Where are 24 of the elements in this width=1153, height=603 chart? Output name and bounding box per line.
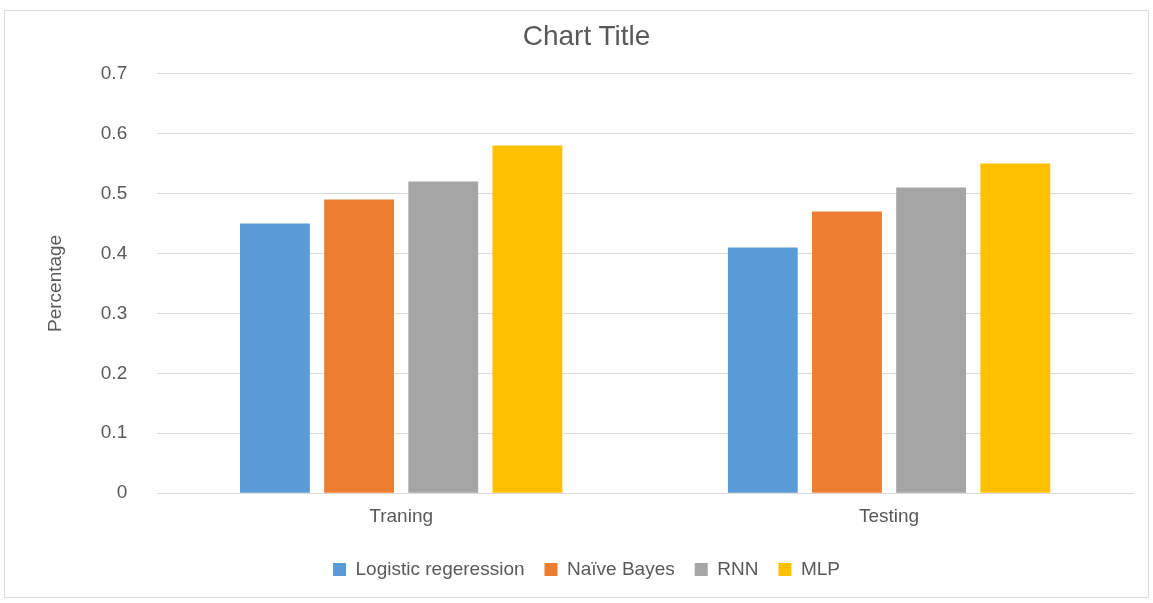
- x-tick-label: Testing: [858, 504, 920, 526]
- y-tick-label: 0.2: [100, 361, 128, 383]
- y-tick-label: 0.5: [100, 181, 128, 203]
- bar: [812, 211, 882, 493]
- bar: [980, 163, 1051, 493]
- y-tick-label: 0.1: [100, 421, 128, 443]
- y-tick-label: 0.7: [100, 61, 128, 83]
- bar: [896, 187, 967, 493]
- y-axis-title: Percentage: [43, 234, 65, 332]
- bar: [239, 223, 310, 493]
- legend-label: MLP: [800, 557, 840, 579]
- legend-label: RNN: [717, 557, 759, 579]
- legend-label: Logistic regeression: [355, 557, 525, 579]
- bar: [492, 145, 563, 493]
- bar: [408, 181, 479, 493]
- chart-title: Chart Title: [522, 19, 651, 51]
- y-tick-label: 0.3: [100, 301, 128, 323]
- y-tick-label: 0: [116, 481, 128, 503]
- x-tick-label: Traning: [369, 504, 434, 526]
- y-tick-label: 0.4: [100, 241, 128, 263]
- bar: [727, 247, 798, 493]
- y-tick-label: 0.6: [100, 121, 128, 143]
- legend-label: Naïve Bayes: [567, 557, 675, 579]
- bar: [324, 199, 395, 493]
